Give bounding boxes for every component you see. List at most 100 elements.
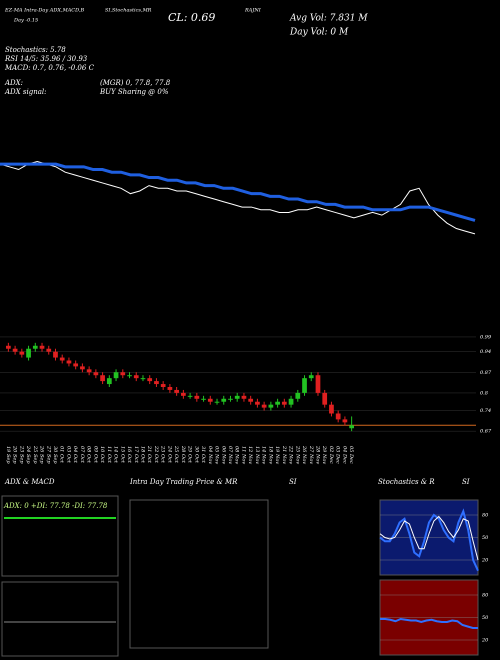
x-tick-label: 08 Nov: [234, 446, 240, 464]
x-tick-label: 24 Sep: [25, 445, 31, 464]
candle-body: [221, 398, 227, 402]
y-tick-label: 80: [482, 593, 489, 599]
study: EZ-MA Intra-Day ADX,MACD,B: [4, 8, 85, 14]
x-tick-label: 05 Nov: [214, 446, 220, 464]
symbol: RAJNI: [244, 8, 262, 14]
x-tick-label: 15 Oct: [119, 446, 125, 464]
x-tick-label: 26 Sep: [39, 445, 45, 464]
x-tick-label: 09 Oct: [92, 446, 98, 464]
candle-body: [248, 398, 254, 402]
info-adx-signal: ADX signal:: [4, 88, 46, 96]
x-tick-label: 28 Nov: [314, 445, 320, 464]
x-tick-label: 28 Oct: [180, 445, 186, 464]
candle-body: [80, 366, 85, 370]
intraday-title: Intra Day Trading Price & MR: [129, 478, 238, 486]
y-tick-label: 0.94: [480, 349, 491, 355]
x-tick-label: 05 Dec: [348, 446, 354, 464]
info-adx-vals: (MGR) 0, 77.8, 77.8: [100, 79, 171, 87]
x-tick-label: 04 Oct: [72, 446, 78, 464]
candle-body: [93, 372, 99, 376]
day-vol: Day Vol: 0 M: [289, 28, 349, 38]
x-tick-label: 19 Nov: [274, 446, 280, 464]
x-tick-label: 06 Nov: [220, 446, 226, 464]
candle-body: [261, 404, 267, 408]
candle-body: [241, 395, 247, 399]
candle-body: [113, 372, 119, 379]
candle-body: [201, 398, 206, 400]
y-tick-label: 20: [481, 638, 489, 644]
x-tick-label: 10 Oct: [99, 446, 105, 464]
candle-body: [26, 348, 31, 358]
candle-body: [86, 369, 92, 373]
close: CL: 0.69: [168, 11, 215, 24]
x-tick-label: 19 Sep: [5, 446, 11, 464]
candle-body: [140, 378, 146, 380]
candle-body: [281, 401, 287, 405]
x-tick-label: 23 Oct: [160, 445, 166, 464]
candle-body: [302, 378, 307, 393]
info-rsi: RSI 14/5: 35.96 / 30.93: [4, 55, 88, 63]
x-tick-label: 25 Nov: [294, 445, 300, 464]
candle-body: [160, 384, 166, 387]
y-tick-label: 0.99: [480, 334, 492, 340]
candle-body: [295, 392, 301, 399]
candle-body: [46, 348, 52, 352]
x-tick-label: 31 Oct: [200, 446, 206, 464]
info-macd: MACD: 0.7, 0.76, -0.06 C: [4, 64, 95, 72]
candle-body: [214, 401, 220, 403]
x-tick-label: 27 Sep: [45, 445, 51, 464]
x-tick-label: 29 Oct: [187, 445, 193, 464]
candle-body: [39, 345, 45, 349]
candle-body: [106, 378, 112, 385]
stoch-suffix: SI: [462, 478, 470, 486]
x-tick-label: 03 Dec: [335, 446, 341, 464]
candle-body: [187, 395, 193, 397]
x-tick-label: 07 Oct: [79, 446, 85, 464]
info-stoch: Stochastics: 5.78: [5, 46, 66, 54]
x-tick-label: 30 Sep: [52, 446, 58, 464]
candle-body: [133, 375, 139, 379]
y-tick-label: 20: [481, 558, 489, 564]
candle-body: [288, 398, 294, 405]
y-tick-label: 0.67: [480, 429, 492, 435]
x-tick-label: 02 Dec: [328, 446, 334, 464]
candle-body: [19, 351, 25, 355]
candle-body: [329, 404, 334, 414]
candle-body: [322, 392, 328, 405]
candle-body: [120, 372, 126, 376]
candle-body: [147, 378, 153, 382]
y-tick-label: 0.8: [480, 390, 488, 396]
candle-body: [234, 395, 240, 399]
x-tick-label: 16 Oct: [126, 446, 132, 464]
macd-box: [1, 581, 119, 657]
y-tick-label: 0.74: [480, 408, 491, 414]
x-tick-label: 21 Oct: [146, 445, 152, 464]
x-tick-label: 14 Nov: [261, 446, 267, 464]
adx-label: ADX: 0 +DI: 77.78 -DI: 77.78: [3, 502, 108, 510]
x-tick-label: 08 Oct: [86, 446, 92, 464]
series-line: [0, 162, 476, 222]
candle-body: [335, 413, 341, 420]
candle-body: [349, 425, 354, 429]
candle-body: [308, 375, 314, 379]
series-line: [380, 617, 479, 630]
x-tick-label: 22 Oct: [153, 445, 159, 464]
candle-body: [66, 360, 72, 364]
y-tick-label: 50: [482, 535, 489, 541]
x-tick-label: 25 Oct: [173, 445, 179, 464]
x-tick-label: 24 Oct: [166, 445, 172, 464]
series-line: [379, 508, 479, 572]
x-tick-label: 26 Nov: [301, 445, 307, 464]
adx-title: ADX & MACD: [4, 478, 55, 486]
candle-body: [12, 348, 18, 352]
candle-body: [255, 401, 260, 405]
candle-body: [154, 381, 159, 385]
x-tick-label: 04 Dec: [341, 446, 347, 464]
x-tick-label: 12 Nov: [247, 446, 253, 464]
y-tick-label: 80: [482, 513, 489, 519]
x-tick-label: 14 Oct: [113, 446, 119, 464]
intraday-suffix: SI: [289, 478, 297, 486]
candle-body: [167, 387, 173, 390]
